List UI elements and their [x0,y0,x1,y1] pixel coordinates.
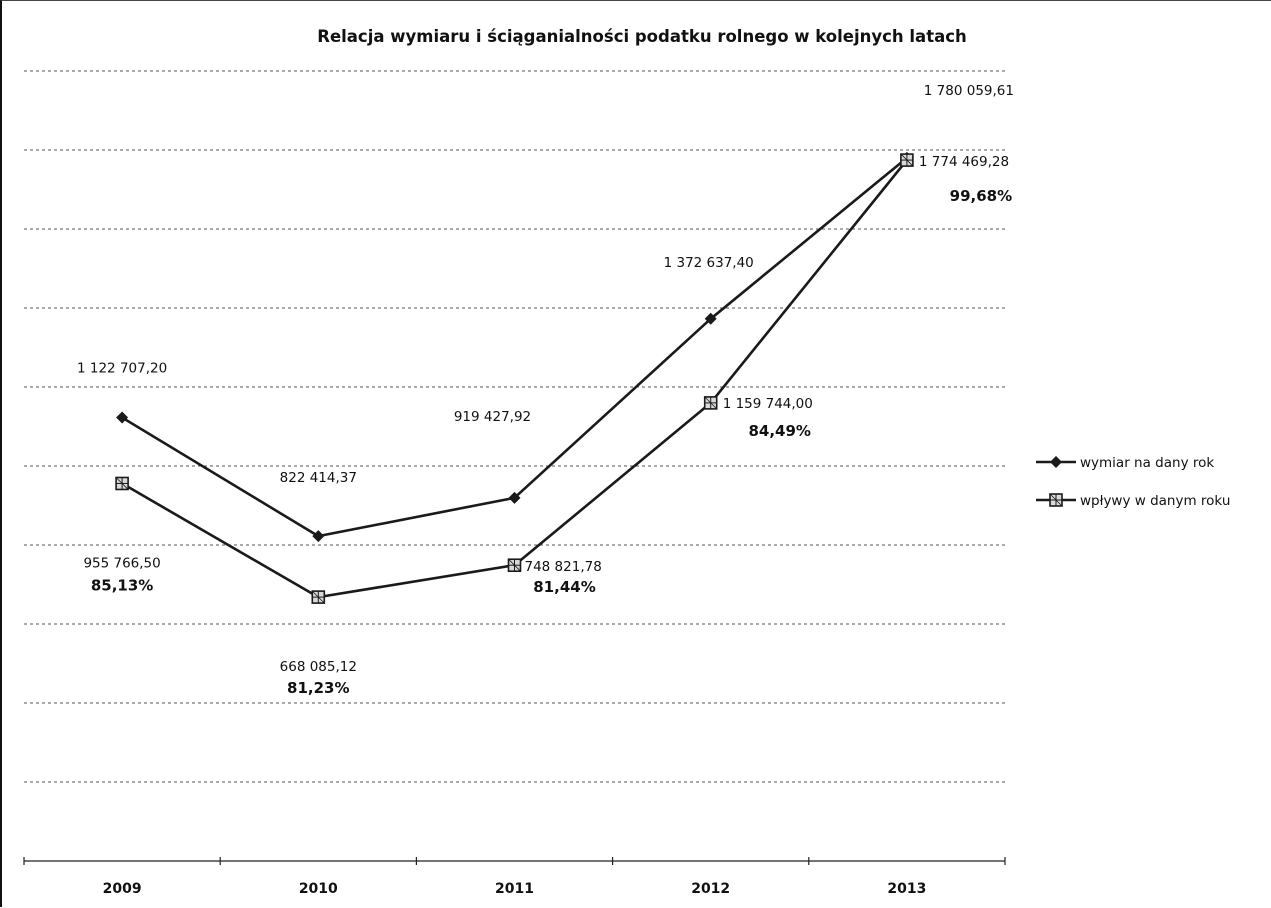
data-label-wplywy: 1 159 744,00 [723,396,813,412]
series-point-square [507,558,522,573]
series-point-square [311,590,326,604]
series-point-diamond [704,312,717,325]
legend: wymiar na dany rok wpływy w danym roku [1036,455,1230,509]
series-point-diamond [1050,456,1062,468]
gridlines [24,70,1005,783]
chart-title: Relacja wymiaru i ściąganialności podatk… [317,27,967,46]
legend-label: wpływy w danym roku [1080,493,1230,509]
data-label-wymiar: 822 414,37 [280,470,357,486]
data-label-wymiar: 919 427,92 [454,409,531,425]
x-axis: 2009 2010 2011 2012 2013 [23,857,1006,897]
data-labels: 1 122 707,20 822 414,37 919 427,92 1 372 63… [77,83,1014,697]
series-point-square [1049,493,1063,507]
data-label-wymiar: 1 122 707,20 [77,361,167,377]
x-tick-label: 2010 [299,881,338,897]
data-label-percentage: 85,13% [91,576,153,594]
series-point-square [900,153,914,167]
series-line-wplywy [121,159,908,599]
data-label-wplywy: 748 821,78 [525,559,602,575]
legend-label: wymiar na dany rok [1080,455,1214,471]
legend-item: wpływy w danym roku [1036,493,1230,509]
series-point-square [703,396,718,410]
legend-item: wymiar na dany rok [1036,455,1214,471]
series-point-square [115,476,129,491]
x-tick-label: 2011 [495,881,534,897]
data-label-wplywy: 1 774 469,28 [919,154,1009,170]
data-label-percentage: 81,44% [533,578,595,596]
data-label-wplywy: 668 085,12 [280,659,357,675]
series-layer [115,151,914,604]
series-point-diamond [508,491,521,504]
data-label-wymiar: 1 780 059,61 [924,83,1014,99]
x-tick-label: 2012 [691,881,730,897]
data-label-wplywy: 955 766,50 [83,555,160,571]
data-label-percentage: 84,49% [748,422,810,440]
data-label-percentage: 81,23% [287,679,349,697]
series-point-diamond [312,530,325,543]
data-label-wymiar: 1 372 637,40 [664,255,754,271]
series-point-diamond [116,411,129,424]
x-tick-label: 2013 [887,881,926,897]
x-tick-label: 2009 [103,881,142,897]
data-label-percentage: 99,68% [950,187,1012,205]
series-line-wymiar [121,156,908,538]
